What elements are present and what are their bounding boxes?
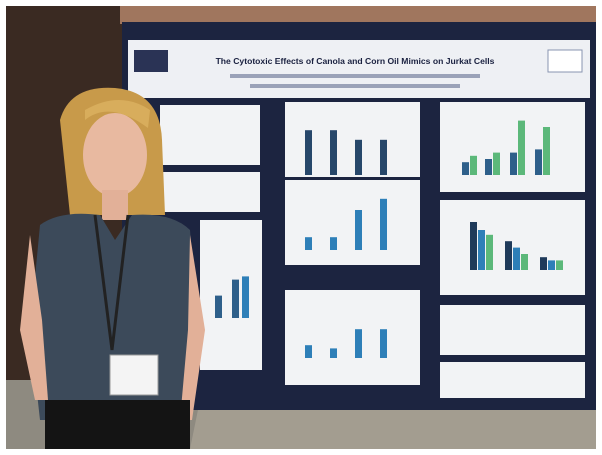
poster-graphic	[518, 120, 525, 175]
poster-panel	[285, 290, 420, 385]
poster-graphic	[355, 210, 362, 250]
poster-panel	[440, 305, 585, 355]
poster-graphic	[215, 295, 222, 318]
poster-graphic	[521, 254, 528, 270]
poster-graphic	[470, 222, 477, 270]
poster-panel	[200, 220, 262, 370]
poster-graphic	[486, 234, 493, 270]
left-arm	[20, 235, 48, 400]
right-arm	[180, 235, 205, 420]
poster-graphic	[305, 345, 312, 358]
poster-graphic	[513, 247, 520, 270]
poster-graphic	[305, 237, 312, 250]
poster-graphic	[543, 127, 550, 175]
poster-graphic	[355, 329, 362, 358]
poster-graphic	[510, 152, 517, 175]
poster-panel	[440, 362, 585, 398]
poster-graphic	[380, 198, 387, 250]
logo-right	[547, 49, 583, 73]
poster-graphic	[493, 152, 500, 175]
poster-graphic	[462, 162, 469, 175]
face	[83, 113, 147, 197]
poster-graphic	[355, 139, 362, 175]
pants	[45, 400, 190, 449]
poster-graphic	[305, 130, 312, 175]
badge	[109, 354, 159, 396]
poster-panel	[160, 172, 260, 212]
poster-panel	[440, 200, 585, 295]
poster-panel	[160, 105, 260, 165]
poster-graphic	[242, 276, 249, 318]
poster-graphic	[548, 260, 555, 270]
poster-graphic	[380, 329, 387, 358]
poster-panels	[160, 102, 585, 398]
author-line	[230, 74, 480, 78]
poster-header	[128, 40, 590, 98]
poster-graphic	[470, 155, 477, 175]
poster-panel	[440, 102, 585, 192]
poster-graphic	[485, 159, 492, 175]
poster-graphic	[505, 241, 512, 270]
lanyard	[93, 214, 130, 351]
logo-left	[134, 50, 168, 72]
poster-graphic	[380, 139, 387, 175]
upper-wall	[120, 6, 596, 24]
poster-graphic	[556, 260, 563, 270]
poster-graphic	[478, 230, 485, 270]
poster-panel	[285, 180, 420, 265]
poster-graphic	[330, 130, 337, 175]
neck	[102, 190, 128, 220]
poster-title: The Cytotoxic Effects of Canola and Corn…	[216, 56, 495, 66]
person	[20, 87, 205, 449]
affiliation-line	[250, 84, 460, 88]
poster-graphic	[540, 257, 547, 270]
poster-graphic	[330, 348, 337, 358]
bangs	[85, 100, 150, 128]
poster-graphic	[535, 149, 542, 175]
poster-graphic	[232, 279, 239, 318]
poster-graphic	[330, 237, 337, 250]
